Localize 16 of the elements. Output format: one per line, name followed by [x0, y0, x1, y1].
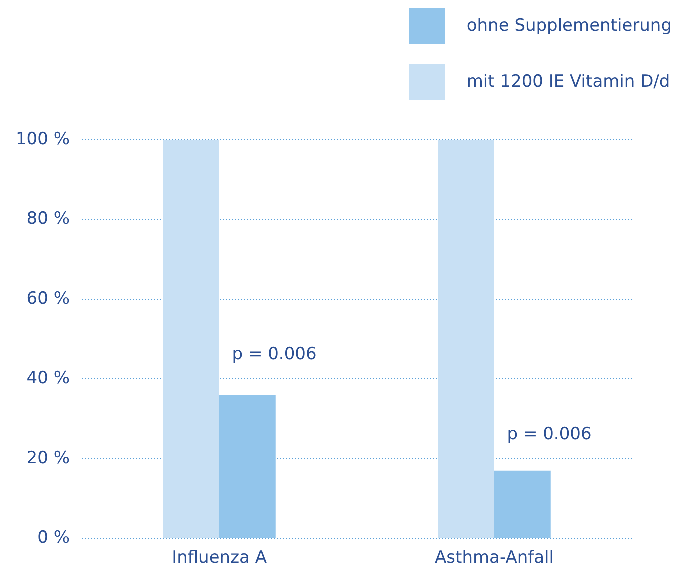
annotation: p = 0.006	[232, 344, 317, 365]
bar	[163, 140, 220, 538]
x-tick-label: Asthma-Anfall	[435, 548, 554, 568]
y-tick-label: 60 %	[26, 288, 70, 309]
legend-label: ohne Supplementierung	[466, 16, 672, 36]
y-tick-label: 0 %	[38, 528, 70, 548]
x-tick-label: Influenza A	[172, 548, 268, 568]
bar	[438, 140, 494, 538]
annotation: p = 0.006	[507, 424, 592, 444]
y-tick-label: 40 %	[26, 368, 70, 389]
y-tick-label: 20 %	[26, 448, 70, 468]
bar	[220, 395, 276, 538]
bar	[494, 470, 551, 538]
y-tick-label: 80 %	[26, 209, 70, 230]
legend-label: mit 1200 IE Vitamin D/d	[466, 72, 670, 92]
y-tick-label: 100 %	[16, 129, 70, 150]
